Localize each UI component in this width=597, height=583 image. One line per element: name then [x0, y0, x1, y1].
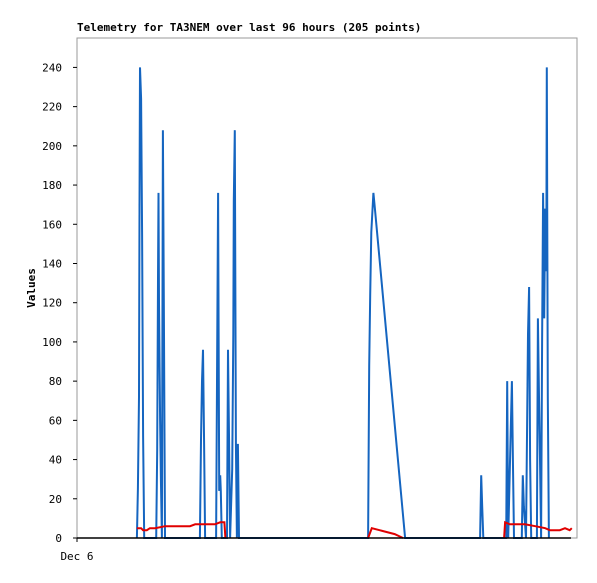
chart-title: Telemetry for TA3NEM over last 96 hours … [77, 21, 421, 34]
y-tick-label: 40 [49, 454, 62, 467]
plot-frame [76, 37, 578, 539]
series-line [136, 521, 227, 539]
y-tick-label: 20 [49, 493, 62, 506]
y-tick-label: 100 [42, 336, 62, 349]
y-tick-label: 180 [42, 179, 62, 192]
y-tick-label: 220 [42, 101, 62, 114]
x-tick-label: Dec 6 [60, 550, 93, 563]
y-axis-label: Values [25, 268, 38, 308]
y-tick-label: 200 [42, 140, 62, 153]
y-tick-label: 0 [55, 532, 62, 545]
y-tick-label: 120 [42, 297, 62, 310]
series-line [503, 520, 573, 539]
y-tick-label: 160 [42, 218, 62, 231]
series-line [367, 527, 404, 539]
y-tick-label: 80 [49, 375, 62, 388]
y-tick-label: 60 [49, 414, 62, 427]
series-line [135, 67, 550, 539]
y-tick-label: 140 [42, 257, 62, 270]
y-tick-label: 240 [42, 61, 62, 74]
